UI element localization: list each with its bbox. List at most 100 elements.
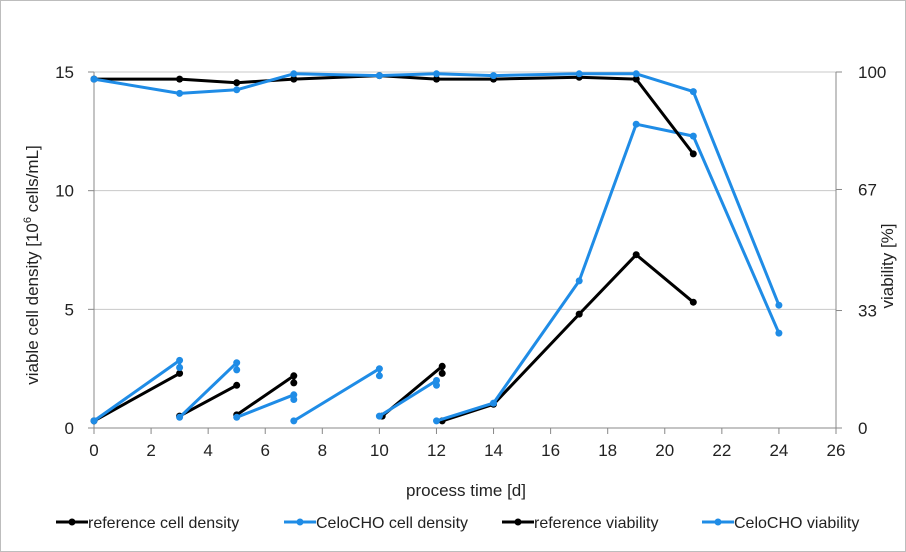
- data-point-celocho-cell-density: [433, 417, 440, 425]
- data-point-celocho-cell-density: [176, 364, 184, 371]
- data-point-celocho-cell-density: [775, 329, 783, 337]
- legend-marker-celocho-cell-density: [296, 518, 304, 526]
- x-tick-label-2: 2: [146, 441, 155, 460]
- x-tick-label-4: 4: [203, 441, 212, 460]
- series-line-reference-cell-density-1: [178, 383, 239, 418]
- data-point-reference-cell-density: [290, 379, 298, 387]
- series-line-celocho-cell-density-5: [435, 122, 781, 423]
- y2-tick-label-0: 0: [858, 419, 867, 438]
- data-point-reference-cell-density: [632, 251, 640, 259]
- y-axis-title-rest: cells/mL]: [23, 145, 42, 217]
- series-line-reference-viability-0: [92, 74, 695, 156]
- legend-marker-reference-cell-density: [68, 518, 76, 526]
- y-tick-label-0: 0: [65, 419, 74, 438]
- data-point-reference-cell-density: [575, 310, 583, 318]
- legend-item-celocho-cell-density: CeloCHO cell density: [284, 515, 468, 532]
- data-point-celocho-cell-density: [233, 413, 241, 421]
- y-axis-title-main: viable cell density [10: [23, 223, 42, 385]
- data-point-celocho-viability: [375, 72, 383, 80]
- data-point-celocho-viability: [90, 75, 98, 83]
- y2-axis-title: viability [%]: [878, 223, 897, 308]
- series-line-reference-cell-density-0: [92, 371, 182, 423]
- data-point-reference-cell-density: [290, 372, 298, 380]
- x-tick-label-16: 16: [541, 441, 560, 460]
- legend-marker-reference-viability: [514, 518, 522, 526]
- y-axis-title-exponent: 6: [22, 217, 34, 223]
- y2-tick-label-33: 33: [858, 302, 877, 321]
- legend-item-reference-cell-density: reference cell density: [56, 515, 239, 532]
- series-celocho-viability: [90, 70, 783, 309]
- axes: [88, 71, 842, 434]
- data-point-celocho-cell-density: [290, 396, 298, 403]
- x-tick-label-0: 0: [89, 441, 98, 460]
- x-tick-label-6: 6: [260, 441, 269, 460]
- x-tick-label-22: 22: [712, 441, 731, 460]
- data-point-celocho-cell-density: [233, 359, 241, 367]
- data-point-celocho-viability: [775, 301, 783, 309]
- data-point-celocho-cell-density: [290, 417, 298, 425]
- data-point-celocho-cell-density: [433, 381, 440, 389]
- data-point-celocho-viability: [689, 88, 697, 96]
- x-axis-title: process time [d]: [406, 481, 526, 500]
- data-point-celocho-cell-density: [176, 356, 184, 364]
- data-point-reference-cell-density: [689, 298, 697, 306]
- data-point-celocho-viability: [490, 72, 497, 80]
- data-point-celocho-cell-density: [90, 417, 98, 425]
- y2-tick-label-100: 100: [858, 63, 886, 82]
- data-point-celocho-cell-density: [433, 377, 440, 384]
- series-reference-cell-density: [90, 251, 697, 425]
- legend-item-celocho-viability: CeloCHO viability: [702, 515, 859, 532]
- data-point-celocho-viability: [233, 86, 241, 94]
- data-point-reference-cell-density: [176, 369, 184, 377]
- y2-tick-label-67: 67: [858, 180, 877, 199]
- x-tick-label-10: 10: [370, 441, 389, 460]
- data-point-celocho-viability: [632, 70, 640, 78]
- x-tick-label-12: 12: [427, 441, 446, 460]
- legend-label-reference-cell-density: reference cell density: [88, 515, 239, 532]
- data-point-reference-cell-density: [438, 362, 446, 370]
- y-tick-label-5: 5: [65, 300, 74, 319]
- x-tick-label-26: 26: [827, 441, 846, 460]
- data-point-reference-cell-density: [438, 369, 446, 377]
- data-point-celocho-cell-density: [490, 399, 497, 407]
- x-tick-label-14: 14: [484, 441, 503, 460]
- data-point-celocho-cell-density: [575, 277, 583, 285]
- data-point-reference-viability: [233, 79, 241, 87]
- data-point-celocho-cell-density: [375, 372, 383, 380]
- y-tick-label-15: 15: [55, 63, 74, 82]
- data-point-celocho-cell-density: [176, 413, 184, 421]
- data-point-reference-viability: [176, 75, 184, 83]
- series-celocho-cell-density: [90, 120, 783, 425]
- data-series: [90, 70, 783, 425]
- legend-label-celocho-cell-density: CeloCHO cell density: [316, 515, 468, 532]
- legend-label-celocho-viability: CeloCHO viability: [734, 515, 859, 532]
- legend: reference cell density CeloCHO cell densi…: [56, 515, 859, 532]
- x-tick-label-18: 18: [598, 441, 617, 460]
- data-point-reference-viability: [689, 150, 697, 158]
- y-tick-label-10: 10: [55, 182, 74, 201]
- data-point-celocho-viability: [290, 70, 298, 78]
- data-point-celocho-cell-density: [375, 412, 383, 420]
- data-point-celocho-cell-density: [689, 132, 697, 140]
- data-point-celocho-viability: [176, 89, 184, 97]
- x-tick-label-8: 8: [318, 441, 327, 460]
- data-point-celocho-cell-density: [375, 365, 383, 373]
- data-point-celocho-viability: [433, 70, 440, 78]
- x-tick-label-24: 24: [769, 441, 788, 460]
- legend-marker-celocho-viability: [714, 518, 722, 526]
- data-point-reference-viability: [290, 75, 298, 83]
- legend-label-reference-viability: reference viability: [534, 515, 659, 532]
- data-point-celocho-cell-density: [233, 366, 241, 374]
- data-point-reference-viability: [632, 75, 640, 83]
- data-point-celocho-viability: [575, 70, 583, 78]
- legend-item-reference-viability: reference viability: [502, 515, 659, 532]
- data-point-reference-cell-density: [233, 381, 241, 389]
- data-point-reference-viability: [433, 75, 440, 83]
- x-tick-label-20: 20: [655, 441, 674, 460]
- data-point-celocho-cell-density: [632, 120, 640, 128]
- y-axis-title: viable cell density [106 cells/mL]: [22, 145, 42, 385]
